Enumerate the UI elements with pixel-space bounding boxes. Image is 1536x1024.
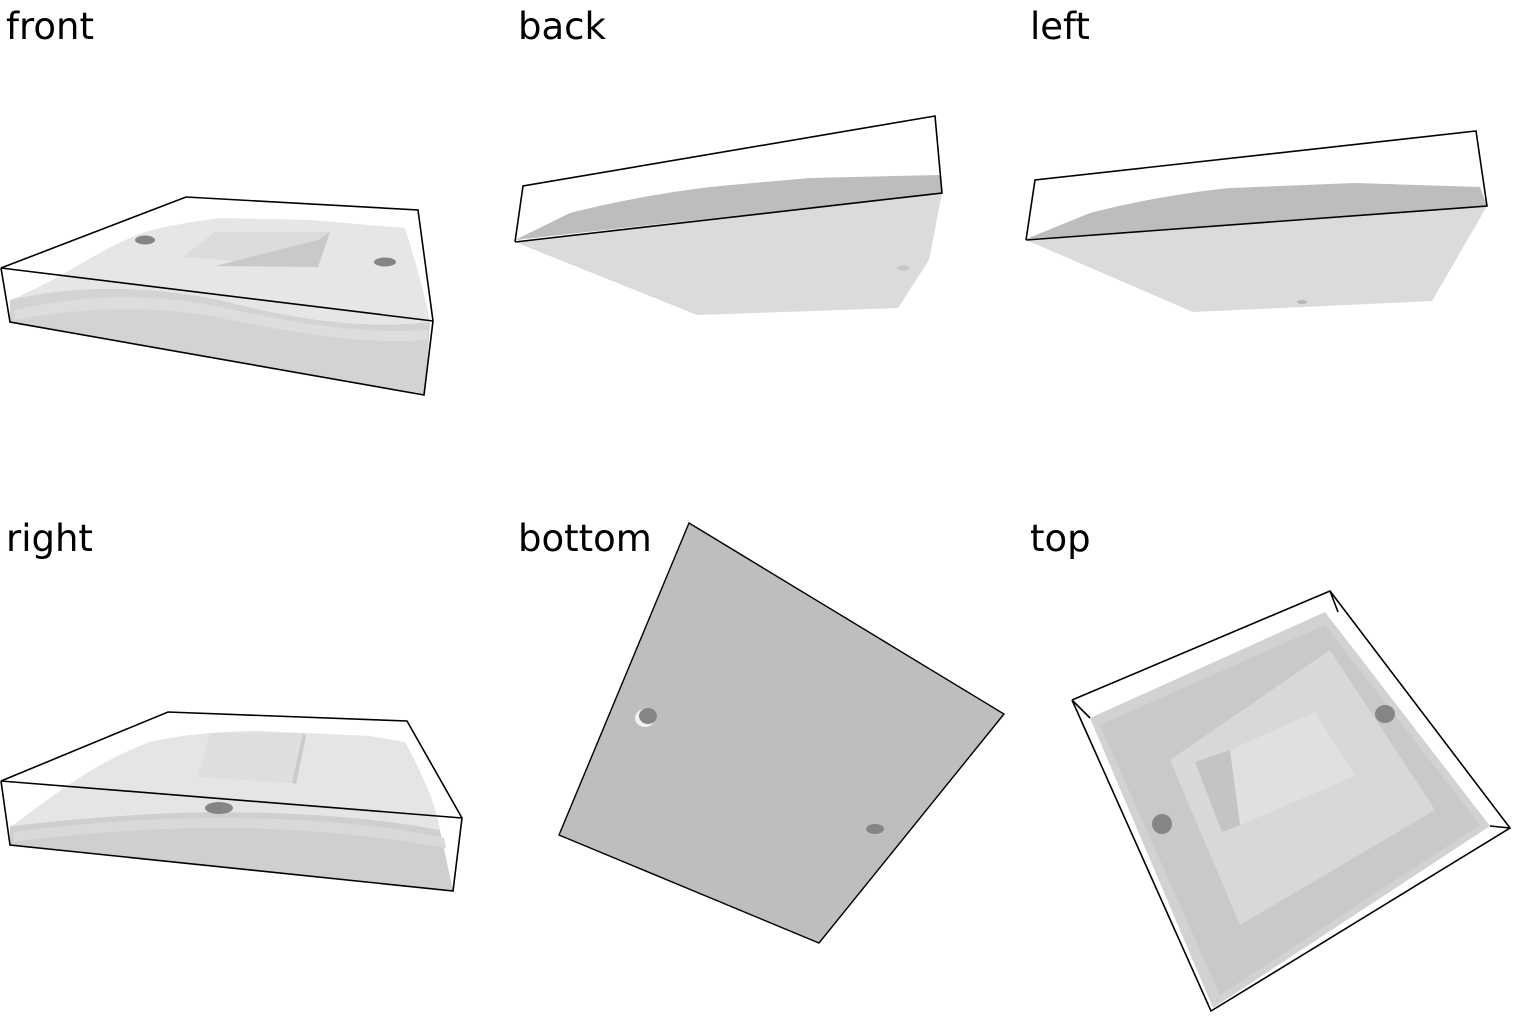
bottom-hole-right bbox=[866, 824, 884, 834]
view-label-bottom: bottom bbox=[518, 517, 652, 560]
right-rim bbox=[14, 818, 446, 848]
front-hole-right bbox=[374, 257, 396, 267]
view-label-right: right bbox=[6, 517, 93, 560]
top-raised-pad bbox=[1230, 712, 1355, 825]
back-top-strip bbox=[515, 175, 942, 240]
top-bounding-box bbox=[1071, 590, 1512, 1013]
bottom-base-face bbox=[558, 521, 1006, 944]
right-raised-pad bbox=[198, 733, 303, 783]
back-view bbox=[514, 115, 943, 315]
front-raised-pad-ramp bbox=[215, 232, 330, 267]
back-bottom-face bbox=[515, 193, 942, 315]
front-bounding-box bbox=[0, 196, 434, 396]
view-label-top: top bbox=[1030, 517, 1091, 560]
left-view bbox=[1025, 130, 1488, 312]
back-hole bbox=[897, 265, 909, 271]
right-raised-pad-edge bbox=[292, 733, 306, 784]
front-rim bbox=[15, 297, 428, 342]
right-bounding-box bbox=[0, 711, 463, 892]
left-bottom-face bbox=[1026, 206, 1487, 312]
front-view bbox=[0, 196, 434, 396]
view-label-left: left bbox=[1030, 5, 1090, 48]
view-label-front: front bbox=[6, 5, 95, 48]
left-hole bbox=[1297, 300, 1307, 304]
view-label-back: back bbox=[518, 5, 606, 48]
left-top-strip bbox=[1026, 183, 1487, 239]
right-hole bbox=[205, 802, 233, 814]
right-main-surface bbox=[12, 731, 440, 830]
front-base-face bbox=[10, 288, 430, 395]
right-view bbox=[0, 711, 463, 892]
top-view bbox=[1071, 590, 1512, 1013]
bottom-view bbox=[558, 521, 1006, 944]
left-bounding-box bbox=[1025, 130, 1488, 241]
front-hole-left bbox=[135, 235, 155, 245]
top-hole-right bbox=[1375, 705, 1395, 723]
top-raised-pad-ramp bbox=[1195, 750, 1240, 832]
top-hole-left bbox=[1152, 814, 1172, 834]
back-bounding-box bbox=[514, 115, 943, 243]
bottom-hole-left bbox=[639, 708, 657, 724]
